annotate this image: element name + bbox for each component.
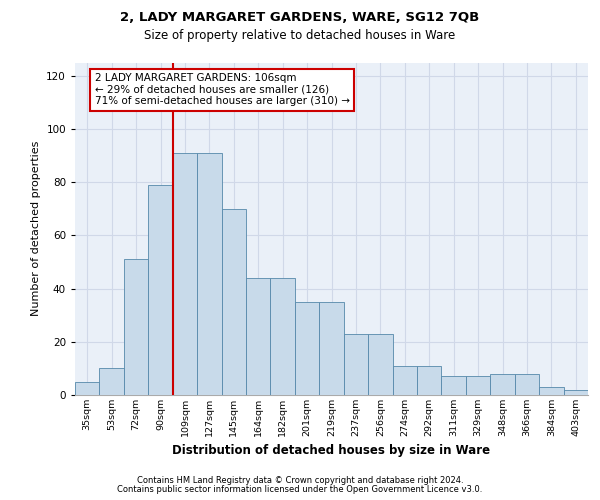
Bar — [490, 374, 515, 395]
Bar — [75, 382, 100, 395]
Bar — [368, 334, 392, 395]
Bar — [563, 390, 588, 395]
Bar — [344, 334, 368, 395]
Text: 2, LADY MARGARET GARDENS, WARE, SG12 7QB: 2, LADY MARGARET GARDENS, WARE, SG12 7QB — [121, 11, 479, 24]
Text: 2 LADY MARGARET GARDENS: 106sqm
← 29% of detached houses are smaller (126)
71% o: 2 LADY MARGARET GARDENS: 106sqm ← 29% of… — [95, 73, 350, 106]
Bar — [295, 302, 319, 395]
Bar — [319, 302, 344, 395]
Bar — [539, 387, 563, 395]
Bar — [221, 209, 246, 395]
Bar — [173, 153, 197, 395]
Text: Size of property relative to detached houses in Ware: Size of property relative to detached ho… — [145, 29, 455, 42]
Bar — [124, 260, 148, 395]
Bar — [442, 376, 466, 395]
Bar — [417, 366, 442, 395]
Y-axis label: Number of detached properties: Number of detached properties — [31, 141, 41, 316]
Bar — [148, 185, 173, 395]
Bar — [197, 153, 221, 395]
Bar — [466, 376, 490, 395]
Text: Contains HM Land Registry data © Crown copyright and database right 2024.: Contains HM Land Registry data © Crown c… — [137, 476, 463, 485]
Bar — [271, 278, 295, 395]
X-axis label: Distribution of detached houses by size in Ware: Distribution of detached houses by size … — [172, 444, 491, 458]
Bar — [392, 366, 417, 395]
Bar — [515, 374, 539, 395]
Bar — [100, 368, 124, 395]
Text: Contains public sector information licensed under the Open Government Licence v3: Contains public sector information licen… — [118, 485, 482, 494]
Bar — [246, 278, 271, 395]
